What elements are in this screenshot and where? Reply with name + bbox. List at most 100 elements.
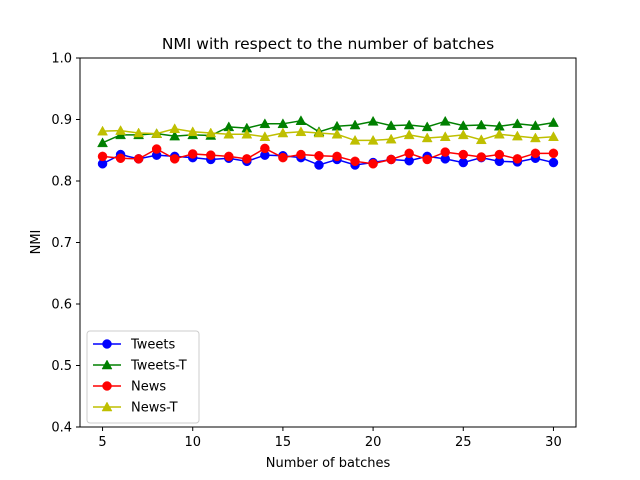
data-point-tweets-t — [511, 118, 523, 129]
y-axis-label: NMI — [29, 230, 44, 255]
data-point-news — [314, 151, 324, 161]
data-point-news — [169, 154, 180, 164]
legend-entry-news-t: News-T — [93, 401, 178, 416]
legend-label: News — [131, 380, 166, 395]
y-tick-label: 0.7 — [51, 236, 72, 251]
data-point-news-t — [457, 129, 469, 140]
data-point-tweets-t — [548, 117, 559, 127]
series-line-news-t — [102, 127, 554, 142]
x-tick-label: 10 — [184, 435, 201, 450]
data-point-news-t — [205, 127, 217, 138]
legend-box — [86, 330, 200, 424]
y-tick-label: 1.0 — [51, 52, 72, 67]
data-point-news — [206, 150, 216, 160]
data-point-news-t — [349, 134, 361, 145]
data-point-news — [97, 151, 108, 162]
legend-label: News-T — [131, 401, 178, 416]
data-point-news — [530, 148, 541, 159]
data-point-news-t — [421, 132, 433, 143]
data-point-tweets-t — [475, 119, 487, 130]
data-point-news — [151, 144, 162, 154]
plot-area — [97, 115, 559, 170]
legend-marker — [102, 339, 112, 349]
data-point-news-t — [493, 128, 505, 139]
data-point-news-t — [295, 126, 307, 137]
data-point-news-t — [529, 132, 541, 143]
data-point-tweets-t — [97, 137, 108, 148]
y-tick-label: 0.9 — [51, 113, 72, 128]
data-point-tweets — [314, 160, 324, 170]
data-point-tweets-t — [529, 120, 541, 130]
data-point-news — [386, 154, 396, 165]
data-point-news — [422, 154, 432, 165]
data-point-news — [242, 154, 252, 164]
x-axis-label: Number of batches — [266, 456, 391, 471]
legend-entry-news: News — [93, 380, 166, 395]
data-point-news — [494, 149, 505, 160]
data-point-news-t — [277, 127, 289, 138]
data-point-news-t — [187, 126, 199, 137]
legend: Tweets Tweets-T News News-T — [86, 330, 200, 424]
legend-marker — [101, 401, 113, 412]
data-point-news-t — [331, 128, 343, 139]
data-point-news-t — [151, 128, 163, 138]
legend-entry-tweets: Tweets — [93, 338, 176, 353]
data-point-news-t — [259, 131, 271, 141]
y-tick-label: 0.8 — [51, 175, 72, 190]
x-tick-label: 30 — [545, 435, 562, 450]
data-point-news-t — [313, 127, 325, 138]
data-point-news-t — [133, 127, 145, 138]
x-tick-label: 25 — [455, 435, 472, 450]
data-point-news-t — [511, 130, 523, 141]
data-point-news-t — [475, 134, 487, 145]
legend-label: Tweets-T — [130, 359, 187, 374]
data-point-news — [548, 148, 559, 159]
data-point-news — [278, 152, 288, 163]
data-point-news-t — [169, 123, 181, 133]
data-point-news-t — [385, 133, 397, 144]
data-point-tweets-t — [169, 130, 181, 141]
legend-marker — [101, 359, 113, 370]
data-point-news — [404, 148, 414, 159]
data-point-news-t — [548, 131, 559, 141]
data-point-news-t — [403, 129, 415, 140]
data-point-news — [512, 154, 523, 164]
series-news — [97, 143, 559, 169]
series-news-t — [97, 123, 559, 145]
data-point-news-t — [367, 134, 379, 145]
data-point-news — [260, 143, 270, 154]
data-point-news — [133, 154, 144, 164]
legend-marker — [102, 381, 112, 391]
y-tick-label: 0.6 — [51, 298, 72, 313]
data-point-news — [187, 149, 198, 159]
legend-entry-tweets-t: Tweets-T — [93, 359, 187, 374]
y-tick-label: 0.4 — [51, 421, 72, 436]
data-point-news — [476, 152, 487, 162]
data-point-news-t — [97, 125, 108, 136]
data-point-news — [224, 151, 234, 162]
legend-label: Tweets — [130, 338, 176, 353]
data-point-tweets — [548, 157, 559, 168]
data-point-tweets-t — [259, 118, 271, 129]
series-tweets — [97, 149, 559, 170]
data-point-news-t — [223, 128, 235, 139]
data-point-news — [296, 149, 306, 160]
data-point-news — [115, 153, 126, 163]
data-point-tweets-t — [439, 115, 451, 126]
data-point-tweets-t — [349, 119, 361, 130]
data-point-tweets-t — [367, 115, 379, 126]
data-point-tweets — [458, 157, 469, 168]
axis-ticks: 5 10 15 20 25 30 0.4 0.5 0.6 0.7 0.8 0.9 1.0 — [51, 52, 561, 451]
data-point-news — [440, 147, 450, 157]
data-point-news — [332, 151, 342, 162]
data-point-news-t — [439, 131, 451, 141]
data-point-tweets-t — [403, 119, 415, 130]
data-point-tweets-t — [385, 120, 397, 130]
data-point-news-t — [115, 125, 127, 135]
chart-title: NMI with respect to the number of batche… — [162, 35, 494, 53]
data-point-news-t — [241, 128, 253, 139]
x-tick-label: 15 — [275, 435, 292, 450]
data-point-news — [368, 159, 378, 169]
x-tick-label: 20 — [365, 435, 382, 450]
